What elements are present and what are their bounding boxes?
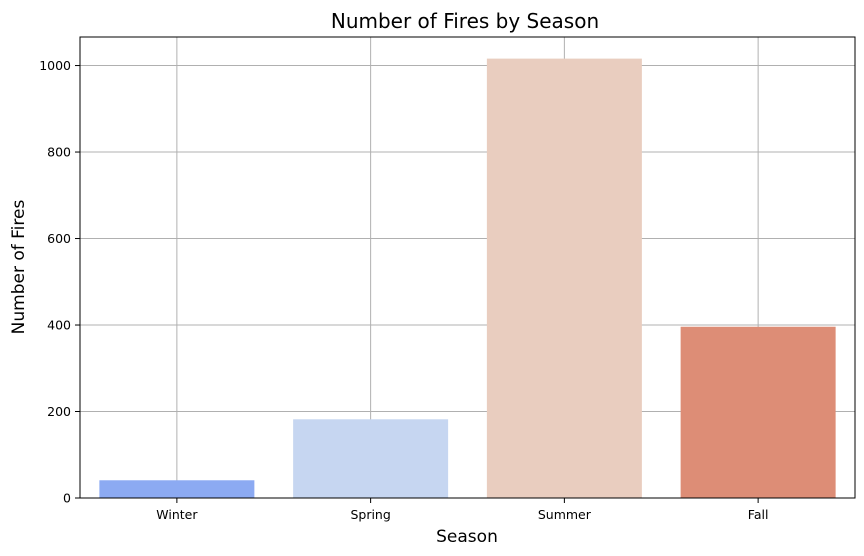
y-axis-ticks: 0 200 400 600 800 1000 (39, 58, 80, 506)
plot-frame (79, 36, 856, 499)
bar-fall (680, 326, 836, 498)
y-tick-label: 1000 (39, 58, 71, 73)
x-axis-ticks: Winter Spring Summer Fall (156, 498, 768, 522)
y-tick-label: 0 (63, 491, 71, 506)
y-axis-label: Number of Fires (9, 200, 29, 335)
y-tick-label: 800 (47, 145, 71, 160)
vertical-gridlines (176, 37, 759, 498)
x-tick-label-summer: Summer (538, 507, 592, 522)
x-tick-label-spring: Spring (350, 507, 390, 522)
x-axis-label: Season (436, 527, 498, 547)
x-tick-label-fall: Fall (748, 507, 769, 522)
y-tick-label: 200 (47, 404, 71, 419)
bar-spring (293, 419, 449, 498)
chart-title: Number of Fires by Season (331, 9, 599, 33)
x-tick-label-winter: Winter (156, 507, 198, 522)
y-tick-label: 400 (47, 318, 71, 333)
bar-summer (486, 58, 642, 498)
bar-winter (99, 480, 255, 498)
bars-group (99, 58, 836, 498)
y-tick-label: 600 (47, 231, 71, 246)
